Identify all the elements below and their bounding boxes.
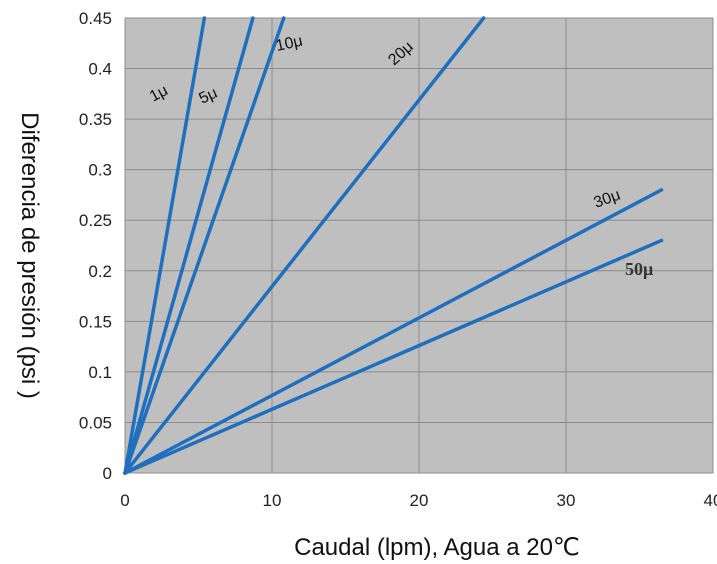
y-tick-label: 0.05	[79, 413, 112, 432]
y-tick-label: 0.45	[79, 9, 112, 28]
series-label-0: 1μ	[147, 82, 171, 106]
x-axis-title: Caudal (lpm), Agua a 20℃	[294, 534, 580, 561]
y-tick-label: 0.4	[88, 60, 112, 79]
y-tick-label: 0	[103, 464, 112, 483]
y-tick-label: 0.1	[88, 363, 112, 382]
series-line-2	[123, 16, 286, 475]
y-axis-title: Diferencia de presión (psi )	[16, 112, 43, 399]
y-tick-label: 0.15	[79, 312, 112, 331]
x-tick-label: 0	[120, 491, 129, 510]
series-line-3	[123, 16, 486, 475]
series-line-5	[123, 238, 664, 475]
x-tick-label: 40	[704, 491, 717, 510]
y-tick-labels: 0 0.05 0.1 0.15 0.2 0.25 0.3 0.35 0.4 0.45	[79, 9, 112, 483]
x-tick-label: 20	[410, 491, 429, 510]
x-tick-label: 10	[263, 491, 282, 510]
series-label-2: 10μ	[274, 33, 304, 55]
series-label-1: 5μ	[197, 85, 221, 108]
series-lines	[123, 16, 664, 475]
series-line-1	[123, 16, 255, 475]
series-label-5: 50μ	[625, 259, 653, 279]
x-tick-label: 30	[557, 491, 576, 510]
y-tick-label: 0.35	[79, 110, 112, 129]
series-line-4	[123, 188, 664, 475]
x-tick-labels: 0 10 20 30 40	[120, 491, 717, 510]
y-tick-label: 0.3	[88, 161, 112, 180]
y-tick-label: 0.2	[88, 262, 112, 281]
y-tick-label: 0.25	[79, 211, 112, 230]
series-line-0	[123, 16, 207, 475]
